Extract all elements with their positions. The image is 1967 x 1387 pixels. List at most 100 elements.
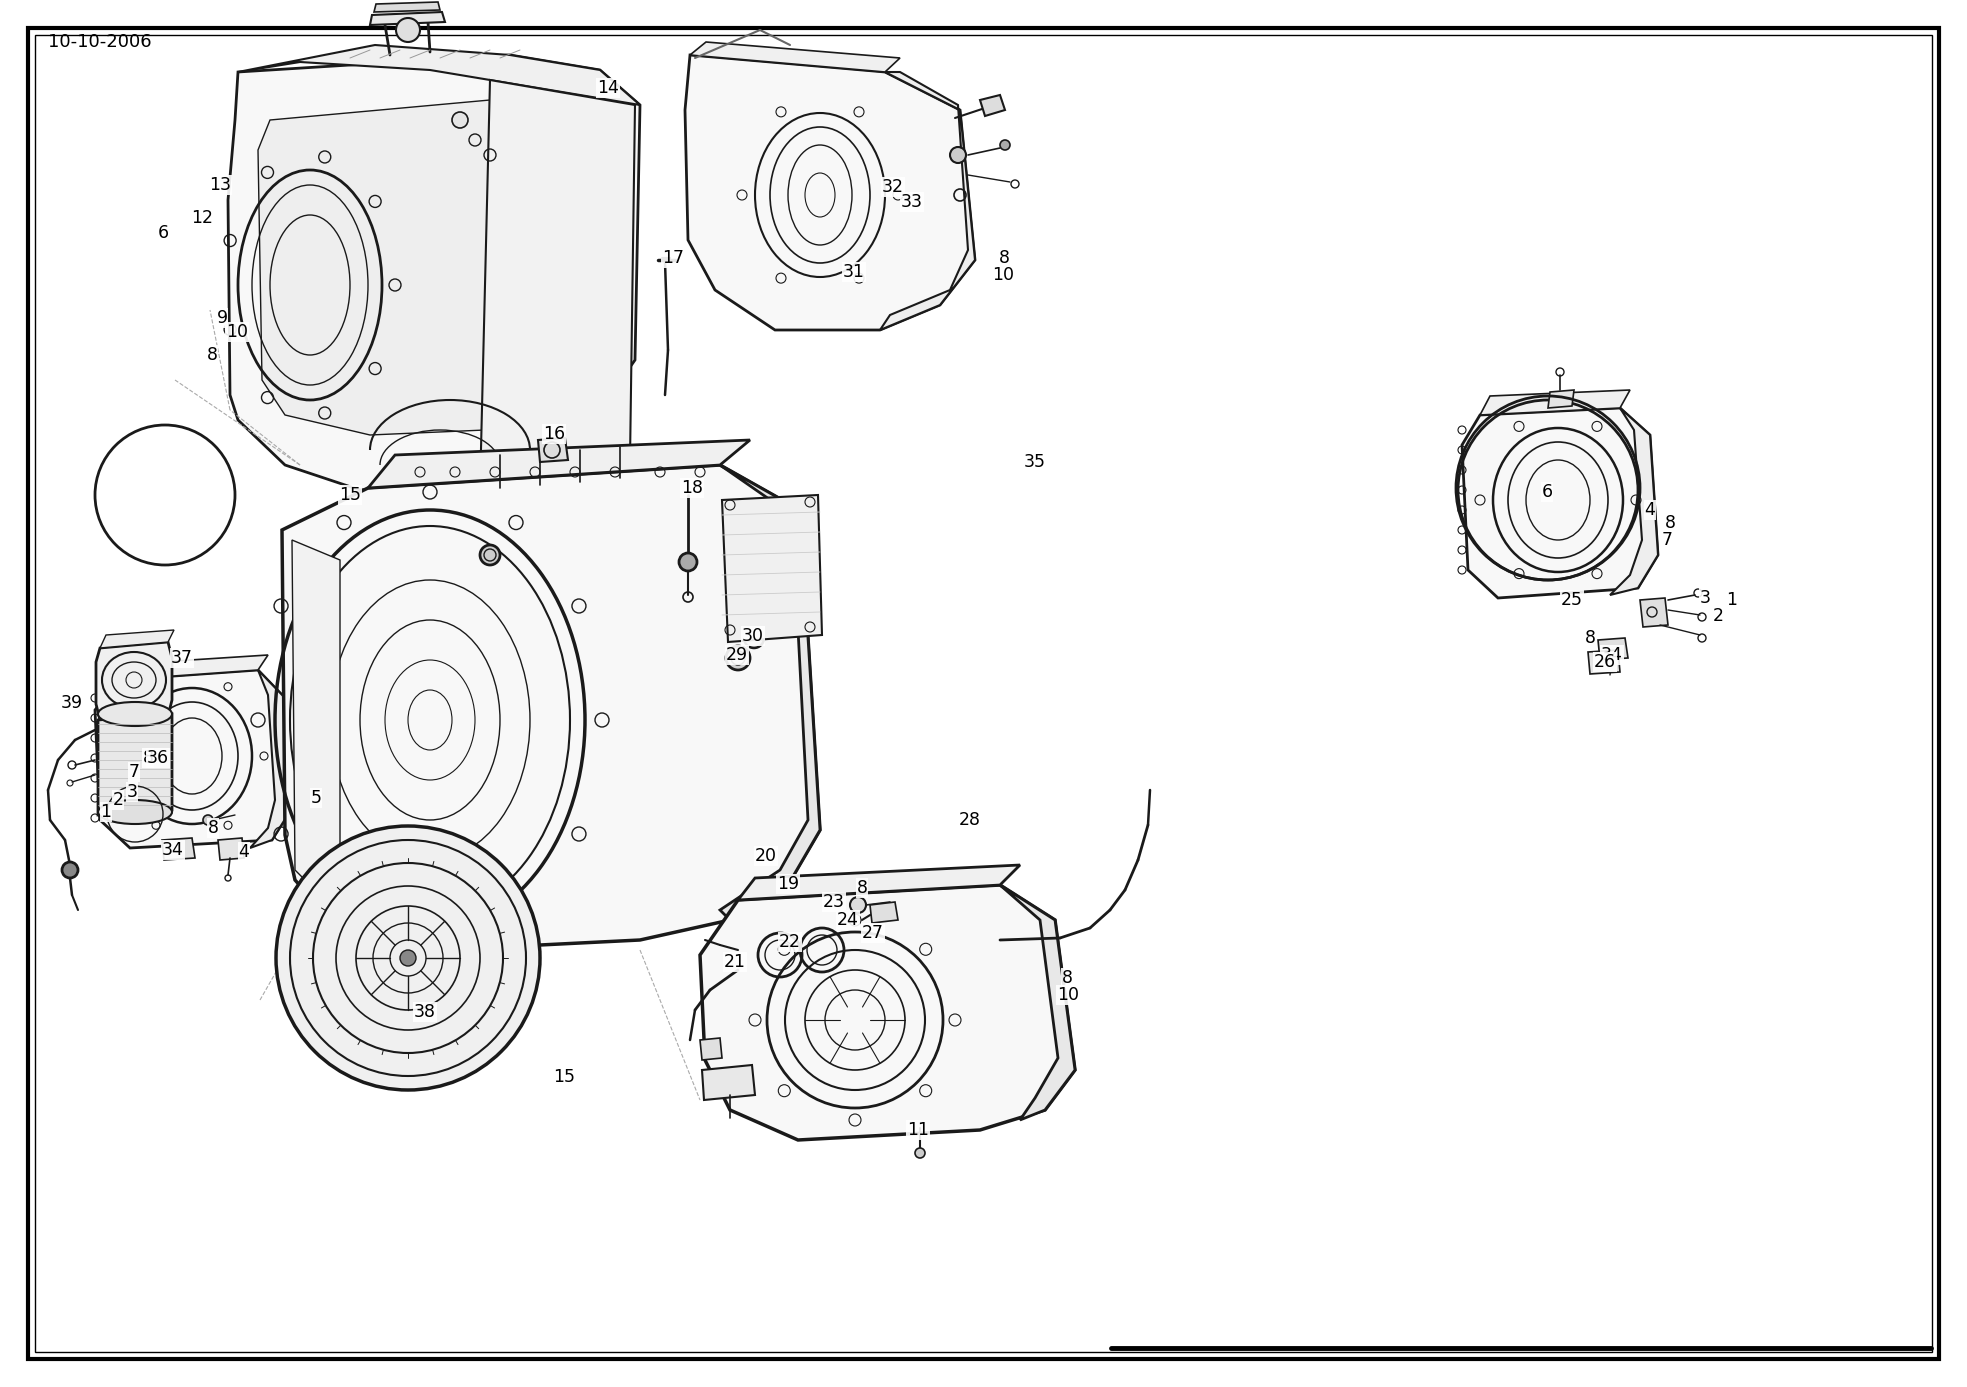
Text: 24: 24: [838, 911, 860, 929]
Text: 15: 15: [553, 1068, 574, 1086]
Text: 26: 26: [1593, 653, 1617, 671]
Text: 25: 25: [1562, 591, 1583, 609]
Text: 8: 8: [1062, 970, 1072, 988]
Circle shape: [480, 545, 500, 565]
Text: 3: 3: [126, 784, 138, 802]
Polygon shape: [368, 440, 749, 488]
Polygon shape: [218, 838, 244, 860]
Circle shape: [275, 827, 541, 1090]
Polygon shape: [96, 642, 171, 720]
Polygon shape: [869, 902, 899, 922]
Circle shape: [744, 628, 763, 648]
Polygon shape: [700, 1037, 722, 1060]
Circle shape: [545, 442, 561, 458]
Circle shape: [999, 140, 1009, 150]
Polygon shape: [258, 100, 590, 436]
Text: 34: 34: [1601, 646, 1623, 664]
Circle shape: [395, 18, 421, 42]
Text: 31: 31: [844, 264, 865, 282]
Polygon shape: [685, 55, 976, 330]
Polygon shape: [1587, 651, 1621, 674]
Polygon shape: [1479, 390, 1631, 415]
Text: 8: 8: [207, 345, 218, 363]
Polygon shape: [700, 885, 1076, 1140]
Polygon shape: [94, 670, 291, 847]
Text: 1: 1: [100, 803, 112, 821]
Text: 21: 21: [724, 953, 745, 971]
Text: 8: 8: [1585, 628, 1595, 646]
Text: 8: 8: [142, 749, 153, 767]
Circle shape: [452, 112, 468, 128]
Circle shape: [399, 950, 415, 965]
Circle shape: [203, 816, 212, 825]
Text: 7: 7: [128, 763, 140, 781]
Polygon shape: [100, 630, 173, 648]
Polygon shape: [720, 465, 820, 920]
Polygon shape: [879, 72, 976, 330]
Text: 35: 35: [1025, 454, 1046, 472]
Text: 29: 29: [726, 646, 747, 664]
Text: 11: 11: [907, 1121, 928, 1139]
Text: 33: 33: [901, 193, 923, 211]
Text: 16: 16: [543, 424, 565, 442]
Polygon shape: [738, 865, 1021, 900]
Text: 13: 13: [209, 176, 230, 194]
Polygon shape: [250, 670, 291, 847]
Text: 5: 5: [311, 789, 321, 807]
Polygon shape: [370, 12, 445, 25]
Text: 28: 28: [960, 811, 982, 829]
Polygon shape: [480, 80, 635, 490]
Text: 27: 27: [862, 924, 883, 942]
Circle shape: [850, 897, 865, 913]
Text: 3: 3: [1699, 589, 1711, 608]
Ellipse shape: [98, 702, 171, 725]
Text: 4: 4: [1644, 501, 1656, 519]
Text: 39: 39: [61, 694, 83, 712]
Text: 23: 23: [822, 893, 846, 911]
Text: 2: 2: [112, 791, 124, 809]
Text: 9: 9: [216, 309, 228, 327]
Polygon shape: [228, 55, 639, 490]
Circle shape: [679, 553, 696, 571]
Circle shape: [915, 1148, 924, 1158]
Polygon shape: [1461, 408, 1658, 598]
Circle shape: [950, 147, 966, 164]
Text: 34: 34: [161, 841, 185, 859]
Text: 4: 4: [238, 843, 250, 861]
Polygon shape: [999, 885, 1076, 1119]
Text: 10: 10: [1056, 986, 1080, 1004]
Text: 36: 36: [148, 749, 169, 767]
Text: 37: 37: [171, 649, 193, 667]
Polygon shape: [722, 495, 822, 642]
Polygon shape: [161, 838, 195, 860]
Text: 6: 6: [157, 223, 169, 241]
Text: 15: 15: [338, 485, 362, 503]
Text: 38: 38: [413, 1003, 437, 1021]
Text: 6: 6: [1542, 483, 1552, 501]
Text: 10-10-2006: 10-10-2006: [47, 33, 151, 51]
Text: 17: 17: [663, 250, 685, 268]
Text: 22: 22: [779, 933, 801, 951]
Text: 14: 14: [598, 79, 620, 97]
Ellipse shape: [98, 800, 171, 824]
Text: 32: 32: [881, 178, 905, 196]
Polygon shape: [980, 94, 1005, 117]
Text: 2: 2: [1713, 608, 1723, 626]
Text: 8: 8: [207, 818, 218, 836]
Polygon shape: [281, 465, 820, 950]
Polygon shape: [1597, 638, 1629, 660]
Polygon shape: [1548, 390, 1574, 408]
Polygon shape: [1611, 408, 1658, 595]
Text: 8: 8: [856, 879, 867, 897]
Text: 1: 1: [1727, 591, 1737, 609]
Text: 20: 20: [755, 847, 777, 865]
Text: 19: 19: [777, 875, 799, 893]
Polygon shape: [374, 1, 441, 12]
Text: 10: 10: [991, 266, 1015, 284]
Text: 7: 7: [1662, 531, 1672, 549]
Text: 12: 12: [191, 209, 212, 227]
Polygon shape: [291, 540, 340, 915]
Text: 8: 8: [999, 250, 1009, 268]
Text: 18: 18: [681, 479, 702, 497]
Polygon shape: [539, 438, 568, 462]
